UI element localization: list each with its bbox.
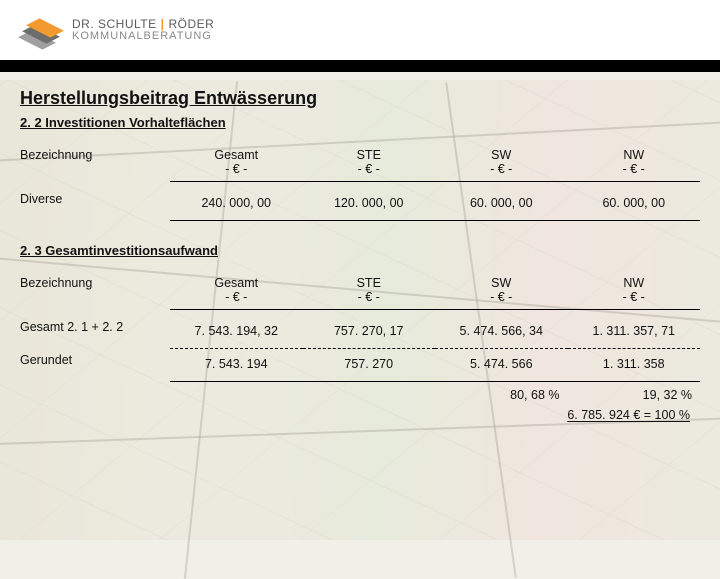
- total-line: 6. 785. 924 € = 100 %: [20, 404, 700, 422]
- row-label: Gesamt 2. 1 + 2. 2: [20, 316, 170, 338]
- row-label: Gerundet: [20, 349, 170, 371]
- brand-subtitle: KOMMUNALBERATUNG: [72, 31, 214, 43]
- brand-name-right: RÖDER: [168, 17, 214, 31]
- cell: 757. 270, 17: [303, 316, 436, 349]
- brand-name-left: DR. SCHULTE: [72, 17, 157, 31]
- header-divider: [0, 60, 720, 72]
- cell: 5. 474. 566: [435, 349, 568, 382]
- pct-nw: 19, 32 %: [643, 388, 692, 402]
- logo-icon: [18, 13, 62, 47]
- table-22: Bezeichnung Gesamt- € - STE- € - SW- € -…: [20, 144, 700, 221]
- header-bar: DR. SCHULTE|RÖDER KOMMUNALBERATUNG: [0, 0, 720, 60]
- table-23-row-pct: 80, 68 % 19, 32 %: [20, 382, 700, 404]
- cell: 5. 474. 566, 34: [435, 316, 568, 349]
- table-22-row: Diverse 240. 000, 00 120. 000, 00 60. 00…: [20, 188, 700, 221]
- table-23: Bezeichnung Gesamt- € - STE- € - SW- € -…: [20, 272, 700, 422]
- cell: 60. 000, 00: [435, 188, 568, 221]
- brand-text: DR. SCHULTE|RÖDER KOMMUNALBERATUNG: [72, 18, 214, 42]
- section-23-heading: 2. 3 Gesamtinvestitionsaufwand: [20, 243, 700, 258]
- cell: 757. 270: [303, 349, 436, 382]
- table-23-header: Bezeichnung Gesamt- € - STE- € - SW- € -…: [20, 272, 700, 308]
- page-title: Herstellungsbeitrag Entwässerung: [20, 88, 700, 109]
- table-23-row-rounded: Gerundet 7. 543. 194 757. 270 5. 474. 56…: [20, 349, 700, 382]
- col-header-label: Bezeichnung: [20, 144, 170, 166]
- col-header-label: Bezeichnung: [20, 272, 170, 294]
- cell: 60. 000, 00: [568, 188, 701, 221]
- cell: 7. 543. 194: [170, 349, 303, 382]
- content-area: Herstellungsbeitrag Entwässerung 2. 2 In…: [0, 72, 720, 422]
- pct-sw: 80, 68 %: [510, 388, 559, 402]
- cell: 7. 543. 194, 32: [170, 316, 303, 349]
- section-22-heading: 2. 2 Investitionen Vorhalteflächen: [20, 115, 700, 130]
- cell: 1. 311. 358: [568, 349, 701, 382]
- cell: 120. 000, 00: [303, 188, 436, 221]
- table-22-header: Bezeichnung Gesamt- € - STE- € - SW- € -…: [20, 144, 700, 180]
- cell: 240. 000, 00: [170, 188, 303, 221]
- row-label: Diverse: [20, 188, 170, 210]
- table-23-row-sum: Gesamt 2. 1 + 2. 2 7. 543. 194, 32 757. …: [20, 316, 700, 349]
- cell: 1. 311. 357, 71: [568, 316, 701, 349]
